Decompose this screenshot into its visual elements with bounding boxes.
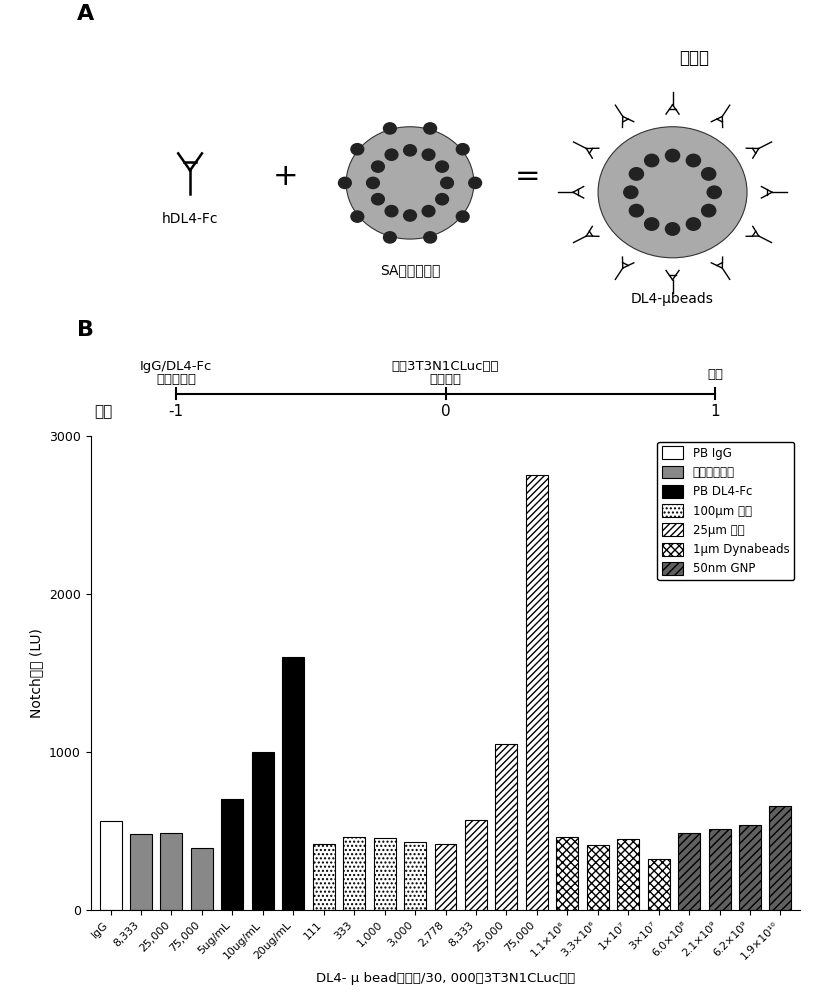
Bar (496, 744, 517, 910)
Bar (343, 837, 365, 910)
Bar (313, 844, 335, 910)
Circle shape (351, 144, 364, 155)
Text: +: + (273, 162, 299, 191)
Text: 天数: 天数 (94, 404, 112, 419)
Text: 与板结合的: 与板结合的 (156, 373, 196, 386)
Circle shape (624, 186, 638, 198)
Circle shape (422, 149, 435, 160)
Bar (556, 837, 578, 910)
Circle shape (385, 206, 398, 217)
Bar (678, 833, 700, 910)
Bar (130, 834, 152, 910)
Circle shape (371, 161, 384, 172)
Circle shape (385, 149, 398, 160)
Circle shape (424, 123, 436, 134)
Circle shape (346, 127, 474, 239)
Circle shape (403, 145, 417, 156)
Bar (739, 825, 761, 910)
Bar (709, 829, 730, 910)
Circle shape (666, 223, 680, 235)
Bar (221, 799, 243, 910)
Bar (161, 833, 182, 910)
Circle shape (686, 154, 700, 167)
Bar (465, 820, 487, 910)
Circle shape (456, 211, 469, 222)
Circle shape (644, 218, 658, 230)
Circle shape (436, 194, 449, 205)
Circle shape (598, 127, 747, 258)
Text: DL4-μbeads: DL4-μbeads (631, 292, 714, 306)
Circle shape (629, 168, 644, 180)
Circle shape (436, 161, 449, 172)
Text: B: B (77, 320, 93, 340)
Circle shape (629, 204, 644, 217)
Y-axis label: Notch激活 (LU): Notch激活 (LU) (30, 628, 44, 718)
Text: =: = (514, 162, 540, 191)
Text: 裂解: 裂解 (707, 368, 723, 381)
Text: IgG/DL4-Fc: IgG/DL4-Fc (139, 360, 212, 373)
X-axis label: DL4- μ bead的个数/30, 000个3T3N1CLuc细胞: DL4- μ bead的个数/30, 000个3T3N1CLuc细胞 (316, 972, 575, 985)
Bar (404, 842, 426, 910)
Circle shape (371, 194, 384, 205)
Circle shape (644, 154, 658, 167)
Bar (587, 845, 609, 910)
Circle shape (469, 177, 482, 189)
Circle shape (707, 186, 721, 198)
Text: A: A (77, 4, 94, 24)
Text: 1: 1 (710, 404, 720, 419)
Bar (648, 859, 670, 910)
Bar (617, 839, 639, 910)
Circle shape (701, 204, 716, 217)
Circle shape (686, 218, 700, 230)
Circle shape (351, 211, 364, 222)
Text: 制备珠子: 制备珠子 (430, 373, 461, 386)
Legend: PB IgG, 未缀合的珠子, PB DL4-Fc, 100μm 珠子, 25μm 珠子, 1μm Dynabeads, 50nm GNP: PB IgG, 未缀合的珠子, PB DL4-Fc, 100μm 珠子, 25μ… (658, 442, 794, 580)
Circle shape (384, 232, 396, 243)
Circle shape (424, 232, 436, 243)
Circle shape (338, 177, 351, 189)
Bar (100, 821, 121, 910)
Circle shape (701, 168, 716, 180)
Text: 第一代: 第一代 (679, 49, 709, 67)
Text: 添加3T3N1CLuc细胞: 添加3T3N1CLuc细胞 (392, 360, 499, 373)
Circle shape (422, 206, 435, 217)
Circle shape (384, 123, 396, 134)
Circle shape (366, 177, 380, 189)
Bar (770, 806, 791, 910)
Bar (252, 752, 274, 910)
Bar (374, 838, 395, 910)
Text: 0: 0 (441, 404, 450, 419)
Bar (526, 475, 548, 910)
Bar (435, 844, 456, 910)
Text: hDL4-Fc: hDL4-Fc (162, 212, 219, 226)
Circle shape (666, 149, 680, 162)
Bar (282, 657, 304, 910)
Circle shape (456, 144, 469, 155)
Circle shape (403, 210, 417, 221)
Text: -1: -1 (168, 404, 183, 419)
Bar (191, 848, 213, 910)
Circle shape (441, 177, 454, 189)
Text: SA包被的珠子: SA包被的珠子 (380, 263, 441, 277)
